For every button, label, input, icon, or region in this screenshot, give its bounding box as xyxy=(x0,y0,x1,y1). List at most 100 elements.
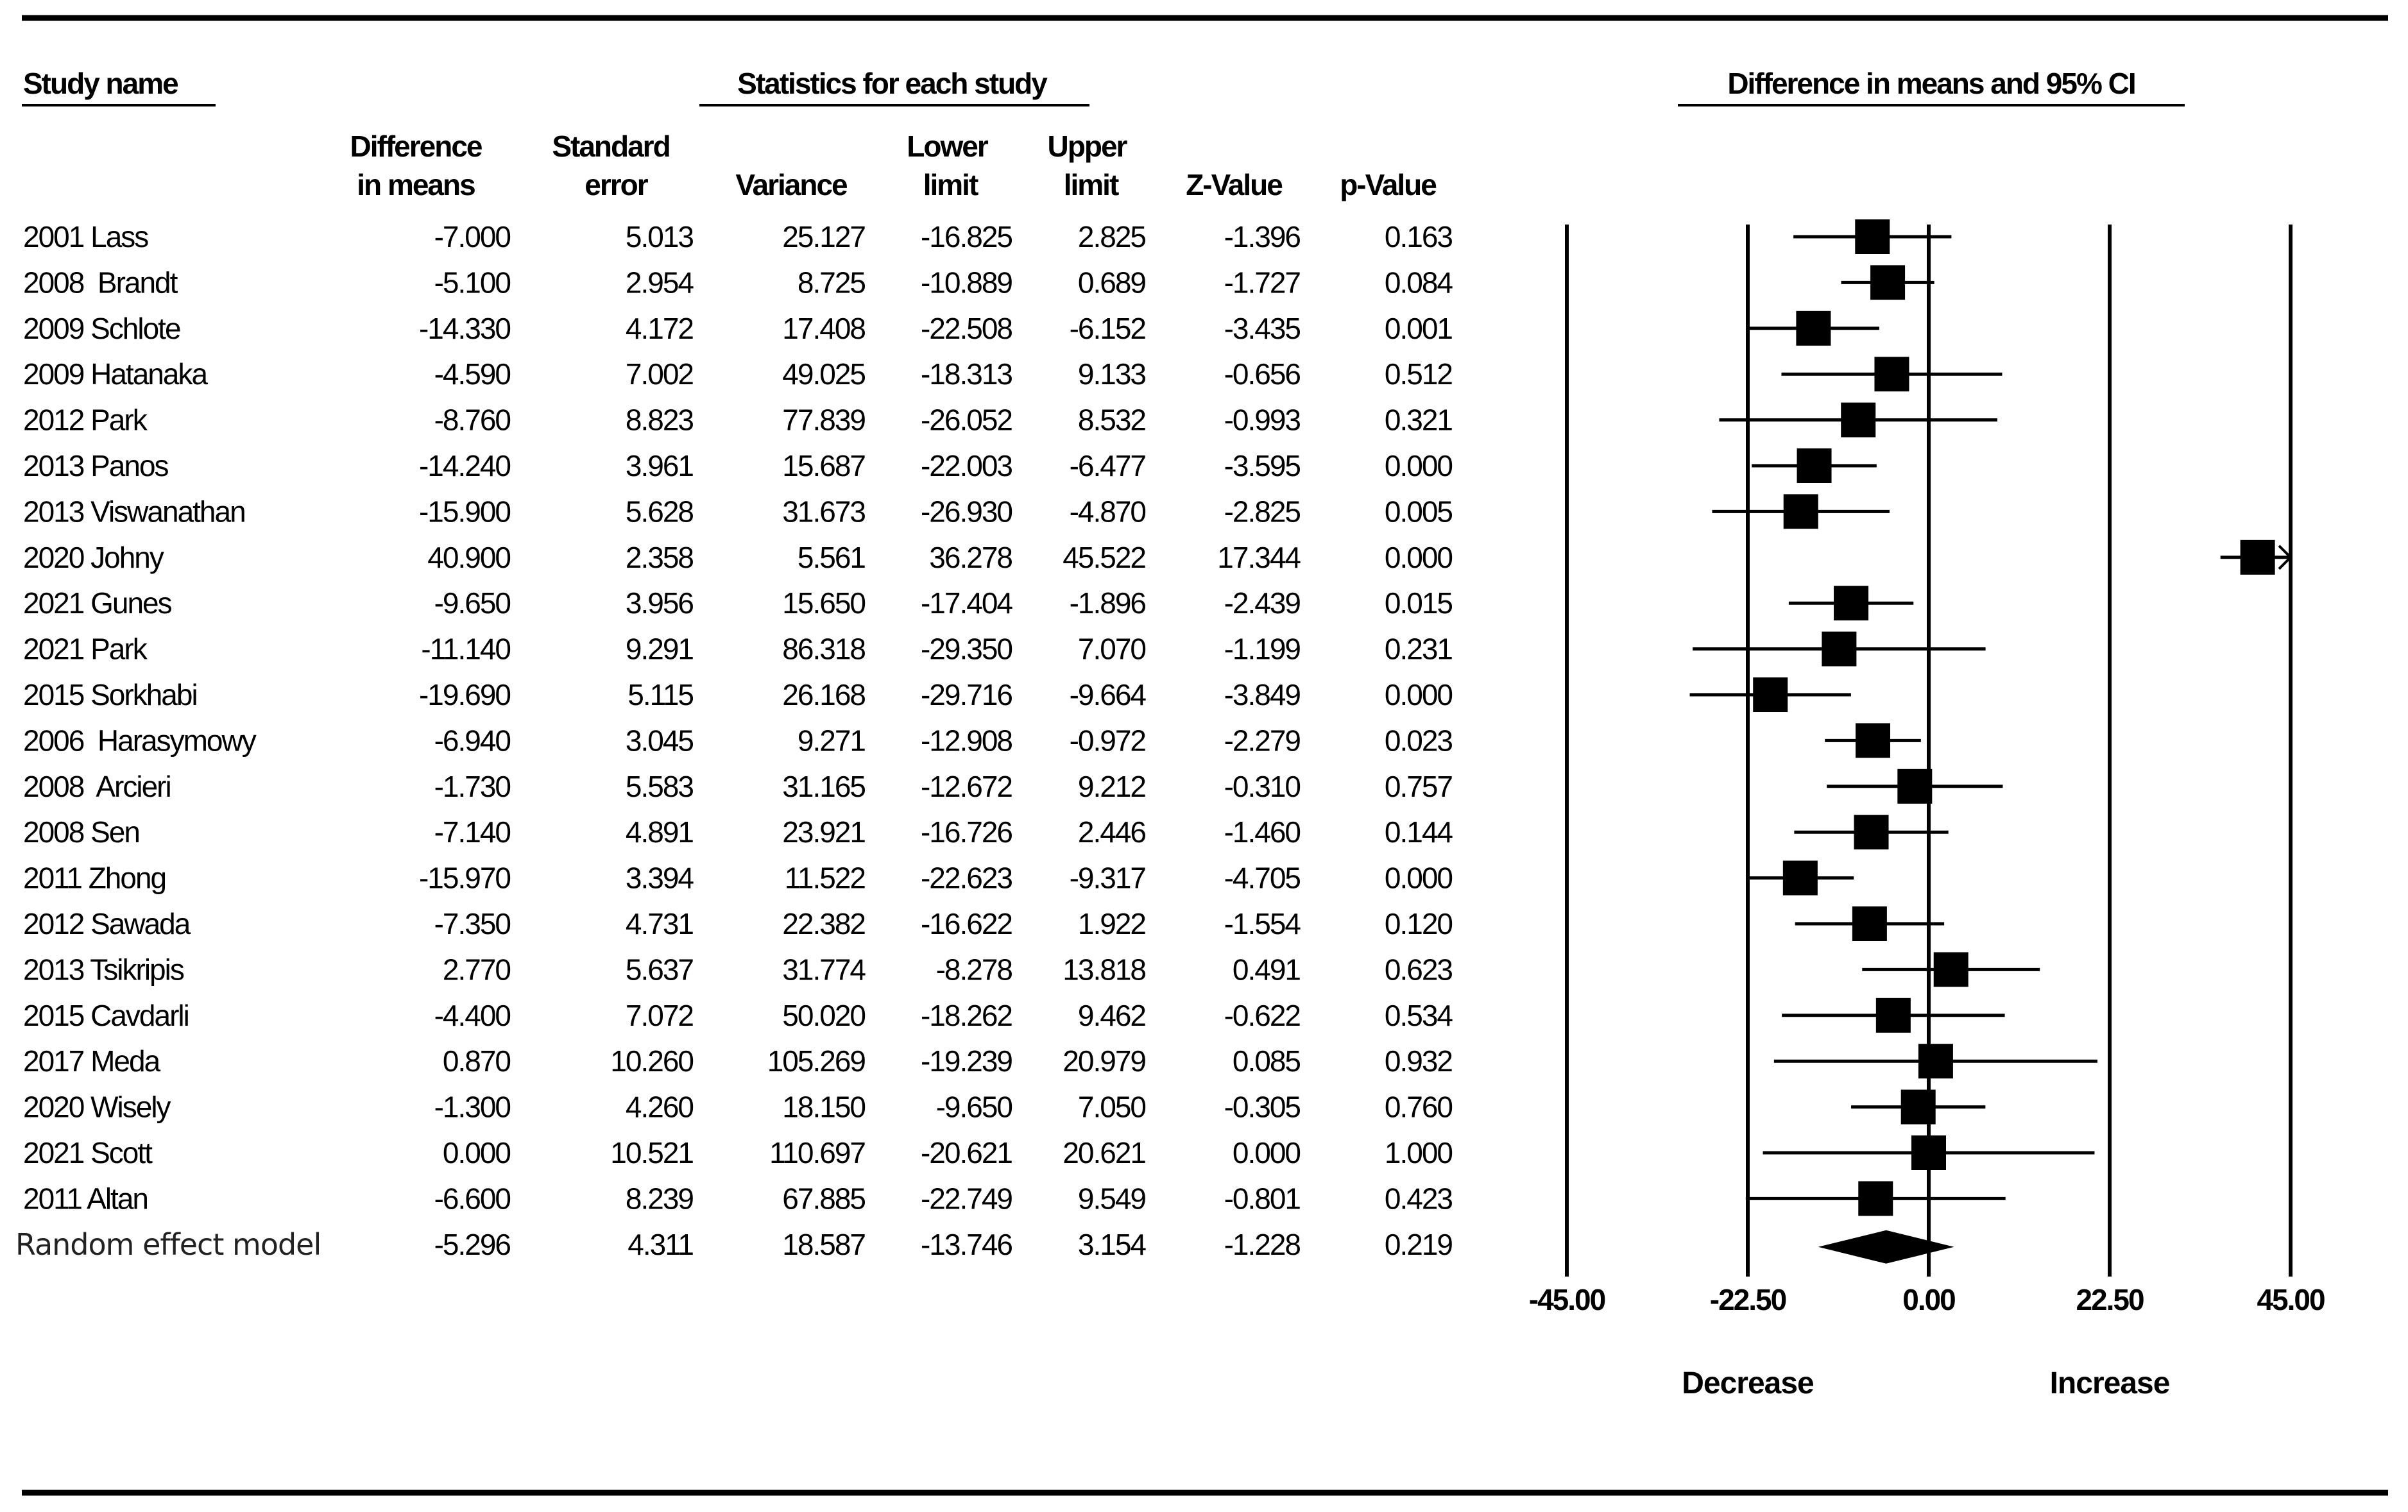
study-name: 2011 Altan xyxy=(23,1182,148,1215)
cell-p: 0.000 xyxy=(1385,678,1453,711)
cell-diff: -6.600 xyxy=(434,1182,511,1215)
x-tick-label: 0.00 xyxy=(1902,1283,1955,1316)
point-estimate-square xyxy=(1933,952,1968,987)
cell-p: 0.321 xyxy=(1385,403,1453,437)
cell-p: 1.000 xyxy=(1385,1136,1453,1169)
cell-se: 3.961 xyxy=(626,449,694,482)
study-marker-group xyxy=(1719,402,1997,437)
cell-se: 2.954 xyxy=(626,266,694,299)
cell-lower: -29.350 xyxy=(921,633,1012,666)
point-estimate-square xyxy=(1753,677,1788,712)
cell-p: 0.120 xyxy=(1385,907,1453,940)
study-marker-group xyxy=(1851,1089,1986,1125)
cell-se: 9.291 xyxy=(626,633,694,666)
cell-p: 0.231 xyxy=(1385,633,1453,666)
point-estimate-square xyxy=(1875,998,1911,1033)
cell-se: 8.239 xyxy=(626,1182,694,1215)
cell-variance: 18.150 xyxy=(782,1091,865,1124)
cell-variance: 77.839 xyxy=(782,403,865,437)
col-header-z-line2: Z-Value xyxy=(1186,168,1283,201)
cell-variance: 18.587 xyxy=(782,1228,865,1261)
study-name: 2008 Arcieri xyxy=(23,770,171,803)
cell-p: 0.512 xyxy=(1385,357,1453,391)
cell-z: -3.849 xyxy=(1224,678,1301,711)
cell-lower: -8.278 xyxy=(936,953,1012,986)
study-name: 2011 Zhong xyxy=(23,862,166,895)
cell-upper: 1.922 xyxy=(1078,907,1146,940)
cell-variance: 5.561 xyxy=(798,541,866,574)
cell-diff: -7.000 xyxy=(434,220,511,253)
cell-z: 0.491 xyxy=(1233,953,1301,986)
point-estimate-square xyxy=(1782,860,1818,896)
cell-variance: 105.269 xyxy=(767,1044,866,1078)
table-row: 2011 Zhong -15.970 3.394 11.522 -22.623 -9.31… xyxy=(23,862,1453,895)
x-tick-label: -45.00 xyxy=(1529,1283,1605,1316)
study-name: 2020 Wisely xyxy=(23,1091,171,1124)
cell-variance: 15.650 xyxy=(782,586,865,620)
study-marker-group xyxy=(1827,769,2003,804)
study-name: 2017 Meda xyxy=(23,1044,161,1078)
x-tick-label: 22.50 xyxy=(2076,1283,2144,1316)
cell-variance: 25.127 xyxy=(782,220,865,253)
study-marker-group xyxy=(2220,539,2293,575)
cell-lower: -20.621 xyxy=(921,1136,1012,1169)
cell-z: -2.825 xyxy=(1224,495,1301,528)
cell-z: -0.993 xyxy=(1224,403,1301,437)
cell-z: -2.439 xyxy=(1224,586,1301,620)
cell-se: 4.172 xyxy=(626,312,694,345)
study-marker-group xyxy=(1773,1044,2097,1079)
study-name: 2009 Hatanaka xyxy=(23,357,208,391)
cell-se: 7.072 xyxy=(626,999,694,1032)
study-marker-group xyxy=(1745,1181,2006,1216)
cell-variance: 15.687 xyxy=(782,449,865,482)
point-estimate-square xyxy=(1858,1181,1893,1216)
table-row: 2009 Schlote -14.330 4.172 17.408 -22.508 -6.… xyxy=(23,312,1453,345)
point-estimate-square xyxy=(1911,1135,1946,1170)
cell-lower: -26.052 xyxy=(921,403,1012,437)
cell-z: -3.595 xyxy=(1224,449,1301,482)
study-name: 2020 Johny xyxy=(23,541,164,574)
point-estimate-square xyxy=(1918,1044,1953,1079)
cell-z: -1.199 xyxy=(1224,633,1301,666)
cell-upper: -9.664 xyxy=(1070,678,1147,711)
cell-lower: -16.825 xyxy=(921,220,1012,253)
study-name: 2013 Tsikripis xyxy=(23,953,184,986)
cell-variance: 11.522 xyxy=(785,862,866,895)
cell-se: 3.394 xyxy=(626,862,694,895)
table-row: 2020 Wisely -1.300 4.260 18.150 -9.650 7.050 -… xyxy=(23,1091,1453,1124)
cell-lower: -22.508 xyxy=(921,312,1012,345)
point-estimate-square xyxy=(1834,586,1869,621)
cell-lower: -13.746 xyxy=(921,1228,1012,1261)
cell-se: 5.583 xyxy=(626,770,694,803)
study-name: 2021 Scott xyxy=(23,1136,153,1169)
cell-se: 3.956 xyxy=(626,586,694,620)
cell-variance: 31.774 xyxy=(782,953,866,986)
point-estimate-square xyxy=(1855,219,1890,254)
cell-se: 7.002 xyxy=(626,357,694,391)
cell-z: -0.305 xyxy=(1224,1091,1301,1124)
cell-diff: 40.900 xyxy=(427,541,510,574)
study-marker-group xyxy=(1746,860,1854,896)
study-name: 2015 Cavdarli xyxy=(23,999,189,1032)
cell-diff: -1.300 xyxy=(434,1091,511,1124)
cell-lower: -16.622 xyxy=(921,907,1012,940)
cell-z: -1.554 xyxy=(1224,907,1301,940)
cell-lower: -16.726 xyxy=(921,815,1012,849)
pooled-model-name: Random effect model xyxy=(15,1227,321,1262)
study-marker-group xyxy=(1689,677,1851,712)
col-header-diff-line2: in means xyxy=(357,168,475,201)
x-tick-label: 45.00 xyxy=(2257,1283,2325,1316)
cell-p: 0.000 xyxy=(1385,449,1453,482)
cell-p: 0.760 xyxy=(1385,1091,1453,1124)
col-header-p-line2: p-Value xyxy=(1340,168,1437,201)
cell-diff: -14.330 xyxy=(419,312,510,345)
study-marker-group xyxy=(1841,265,1934,300)
cell-p: 0.084 xyxy=(1385,266,1453,299)
cell-lower: -17.404 xyxy=(921,586,1012,620)
cell-upper: -9.317 xyxy=(1070,862,1146,895)
table-row: 2001 Lass -7.000 5.013 25.127 -16.825 2.825 -1… xyxy=(23,220,1453,253)
cell-lower: -22.749 xyxy=(921,1182,1012,1215)
cell-z: 0.000 xyxy=(1233,1136,1301,1169)
study-name: 2015 Sorkhabi xyxy=(23,678,197,711)
cell-p: 0.932 xyxy=(1385,1044,1453,1078)
